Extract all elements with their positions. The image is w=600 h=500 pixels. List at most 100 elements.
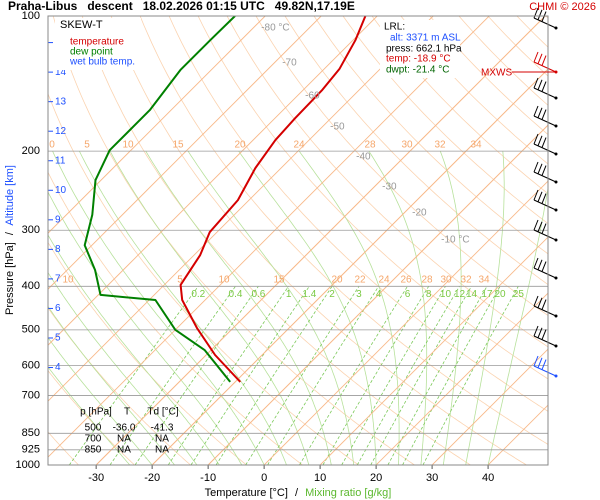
mixing-ratio-label: 0.2 (191, 289, 205, 300)
y-tick-label: 850 (22, 427, 40, 439)
wind-barb (554, 26, 558, 30)
adiabat-label: 28 (364, 140, 376, 151)
dry-adiabat (342, 16, 548, 225)
adiabat-label: 26 (400, 275, 412, 286)
chart-title: Praha-Libus descent 18.02.2026 01:15 UTC… (8, 0, 355, 13)
y-tick-label: 100 (22, 10, 40, 22)
lrl-dwpt: dwpt: -21.4 °C (386, 65, 449, 76)
y-tick-label: 300 (22, 224, 40, 236)
lrl-box (380, 20, 460, 78)
isotherm-label: -50 (330, 122, 345, 133)
x-tick-label: 30 (426, 472, 438, 484)
wind-barb (537, 259, 543, 270)
x-tick-label: -10 (200, 472, 216, 484)
mixing-ratio-label: 8 (426, 289, 432, 300)
dry-adiabat (48, 370, 136, 465)
legend-box (55, 18, 141, 70)
y-tick-label: 200 (22, 145, 40, 157)
dry-adiabat (313, 16, 548, 255)
table-cell: 500 (85, 423, 102, 434)
mixing-ratio-label: 17 (481, 289, 493, 300)
x-tick-label: 10 (314, 472, 326, 484)
wind-barb (541, 223, 547, 234)
wind-barb (554, 152, 558, 156)
wind-barb (541, 329, 547, 340)
dry-adiabat (52, 16, 416, 465)
mixing-ratio-label: 14 (466, 289, 478, 300)
mixing-ratio-label: 3 (356, 289, 362, 300)
x2-label: Mixing ratio [g/kg] (305, 487, 391, 499)
wind-barb (537, 357, 543, 368)
wind-barb (533, 189, 539, 201)
y2-tick-label: 6 (55, 303, 61, 314)
x-axis-label: Temperature [°C] / Mixing ratio [g/kg] (205, 487, 392, 499)
wind-barb (537, 79, 543, 90)
legend-entry: temperature (70, 37, 124, 48)
y2-tick-label: 5 (55, 333, 61, 344)
dry-adiabat (139, 16, 548, 445)
dry-adiabat (226, 16, 548, 348)
isotherm-label: -10 °C (441, 235, 469, 246)
table-header: p [hPa] (80, 407, 112, 418)
y2-tick-label: 7 (55, 274, 61, 285)
table-cell: 850 (85, 445, 102, 456)
wind-barb (554, 276, 558, 280)
table-cell: NA (117, 445, 131, 456)
dry-adiabat (168, 16, 548, 412)
wind-barb (554, 180, 558, 184)
isotherm-label: -80 °C (261, 23, 289, 34)
mixing-ratio-label: 6 (405, 289, 411, 300)
wind-barb (541, 11, 547, 22)
isotherm-label: -40 (356, 152, 371, 163)
wind-barb (541, 299, 547, 310)
isotherm (48, 16, 434, 402)
wind-barb (533, 133, 539, 145)
wind-barb (533, 257, 539, 269)
table-cell: -41.3 (151, 423, 174, 434)
dry-adiabat (81, 16, 472, 465)
plot-frame (47, 15, 549, 466)
y2-label: Altitude [km] (4, 165, 16, 226)
isotherm-label: -60 (305, 91, 320, 102)
profile-line (179, 16, 367, 383)
wind-barb (537, 53, 543, 64)
y2-tick-label: 14 (55, 67, 67, 78)
isotherm (48, 16, 322, 290)
wind-barb (541, 109, 547, 120)
lrl-temp: temp: -18.9 °C (386, 54, 451, 65)
mixing-ratio-label: 1 (286, 289, 292, 300)
lrl-title: LRL: (384, 22, 405, 33)
y2-tick-label: 10 (55, 185, 67, 196)
dry-adiabat (255, 16, 548, 316)
wind-barb (541, 359, 547, 370)
table-header: T (124, 407, 130, 418)
isotherm-label: -20 (412, 208, 427, 219)
adiabat-label: 0 (49, 140, 55, 151)
adiabat-label: 30 (440, 275, 452, 286)
wind-barb (541, 165, 547, 176)
wind-barb (533, 219, 539, 231)
wind-barb (537, 297, 543, 308)
wind-barb (533, 295, 539, 307)
y-label-separator: / (4, 231, 16, 235)
wind-barb (554, 374, 558, 378)
dry-adiabat (48, 171, 304, 465)
table-header: Td [°C] (147, 407, 178, 418)
wind-barb (537, 135, 543, 146)
dry-adiabat (110, 16, 528, 465)
y-tick-label: 600 (22, 359, 40, 371)
legend-entry: dew point (70, 47, 113, 58)
y-axis-label: Pressure [hPa] / Altitude [km] (4, 165, 16, 315)
wind-barb (533, 325, 539, 337)
wind-barb (541, 81, 547, 92)
mixing-ratio-label: 10 (440, 289, 452, 300)
y-tick-label: 1000 (16, 459, 40, 471)
adiabat-label: 34 (470, 140, 482, 151)
annotation-layer: 0.2 0.4 0.6 1 1.4 2 3 4 6 8 10 12 14 17 20 25-30 -20 -10 0… (16, 7, 558, 484)
table-cell: NA (155, 445, 169, 456)
adiabat-label: 32 (434, 140, 446, 151)
wind-barb (554, 314, 558, 318)
isotherm (207, 124, 548, 465)
wind-barb (554, 238, 558, 242)
lrl-alt: alt: 3371 m ASL (390, 33, 461, 44)
